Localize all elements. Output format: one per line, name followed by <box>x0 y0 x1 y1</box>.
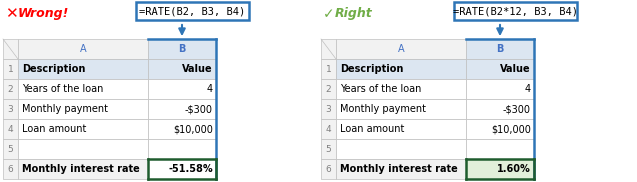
Text: 4: 4 <box>525 84 531 94</box>
FancyBboxPatch shape <box>136 2 249 20</box>
Text: Right: Right <box>335 7 373 21</box>
Text: -$300: -$300 <box>185 104 213 114</box>
Text: 4: 4 <box>207 84 213 94</box>
Bar <box>466 99 534 119</box>
Bar <box>18 139 148 159</box>
Text: 4: 4 <box>8 124 13 134</box>
Bar <box>3 59 18 79</box>
Text: 1: 1 <box>326 64 331 74</box>
Bar <box>321 99 336 119</box>
Text: ✓: ✓ <box>323 7 334 21</box>
Text: 3: 3 <box>8 104 13 114</box>
Text: Monthly payment: Monthly payment <box>22 104 108 114</box>
Bar <box>18 99 148 119</box>
Text: ✕: ✕ <box>5 7 18 21</box>
Bar <box>466 139 534 159</box>
Text: Description: Description <box>22 64 85 74</box>
Bar <box>336 139 466 159</box>
Text: A: A <box>397 44 404 54</box>
Bar <box>148 39 216 59</box>
Bar <box>148 119 216 139</box>
Text: =RATE(B2, B3, B4): =RATE(B2, B3, B4) <box>140 6 246 16</box>
Text: Years of the loan: Years of the loan <box>22 84 103 94</box>
Bar <box>336 79 466 99</box>
Bar <box>148 59 216 79</box>
Bar <box>3 139 18 159</box>
Text: 5: 5 <box>326 145 331 153</box>
Bar <box>321 159 336 179</box>
Bar <box>336 119 466 139</box>
Bar <box>336 159 466 179</box>
FancyBboxPatch shape <box>454 2 577 20</box>
Bar <box>18 119 148 139</box>
Bar <box>466 59 534 79</box>
Text: -$300: -$300 <box>503 104 531 114</box>
Text: 5: 5 <box>8 145 13 153</box>
Bar <box>18 39 148 59</box>
Text: Monthly payment: Monthly payment <box>340 104 426 114</box>
Text: Value: Value <box>501 64 531 74</box>
Text: $10,000: $10,000 <box>173 124 213 134</box>
Text: Monthly interest rate: Monthly interest rate <box>22 164 140 174</box>
Text: =RATE(B2*12, B3, B4): =RATE(B2*12, B3, B4) <box>453 6 578 16</box>
Bar <box>336 39 466 59</box>
Text: $10,000: $10,000 <box>491 124 531 134</box>
Text: A: A <box>80 44 86 54</box>
Text: Loan amount: Loan amount <box>22 124 87 134</box>
Text: Monthly interest rate: Monthly interest rate <box>340 164 458 174</box>
Bar <box>3 79 18 99</box>
Bar <box>148 79 216 99</box>
Bar <box>466 159 534 179</box>
Text: 6: 6 <box>326 165 331 173</box>
Bar <box>18 59 148 79</box>
Text: Loan amount: Loan amount <box>340 124 404 134</box>
Text: 1.60%: 1.60% <box>497 164 531 174</box>
Text: -51.58%: -51.58% <box>168 164 213 174</box>
Bar <box>321 39 336 59</box>
Bar <box>18 79 148 99</box>
Bar <box>321 119 336 139</box>
Text: Description: Description <box>340 64 403 74</box>
Text: Wrong!: Wrong! <box>18 7 69 21</box>
Text: B: B <box>496 44 504 54</box>
Bar <box>18 159 148 179</box>
Bar <box>466 119 534 139</box>
Bar <box>148 159 216 179</box>
Bar <box>336 59 466 79</box>
Bar <box>466 79 534 99</box>
Text: 2: 2 <box>8 84 13 94</box>
Bar <box>336 99 466 119</box>
Bar <box>3 159 18 179</box>
Bar <box>321 139 336 159</box>
Bar <box>321 59 336 79</box>
Text: 1: 1 <box>8 64 13 74</box>
Bar <box>3 99 18 119</box>
Bar <box>148 99 216 119</box>
Bar <box>3 39 18 59</box>
Text: Years of the loan: Years of the loan <box>340 84 421 94</box>
Text: 6: 6 <box>8 165 13 173</box>
Text: B: B <box>178 44 186 54</box>
Text: 2: 2 <box>326 84 331 94</box>
Text: 4: 4 <box>326 124 331 134</box>
Bar <box>3 119 18 139</box>
Text: Value: Value <box>182 64 213 74</box>
Bar <box>148 139 216 159</box>
Text: 3: 3 <box>326 104 331 114</box>
Bar <box>321 79 336 99</box>
Bar <box>466 39 534 59</box>
